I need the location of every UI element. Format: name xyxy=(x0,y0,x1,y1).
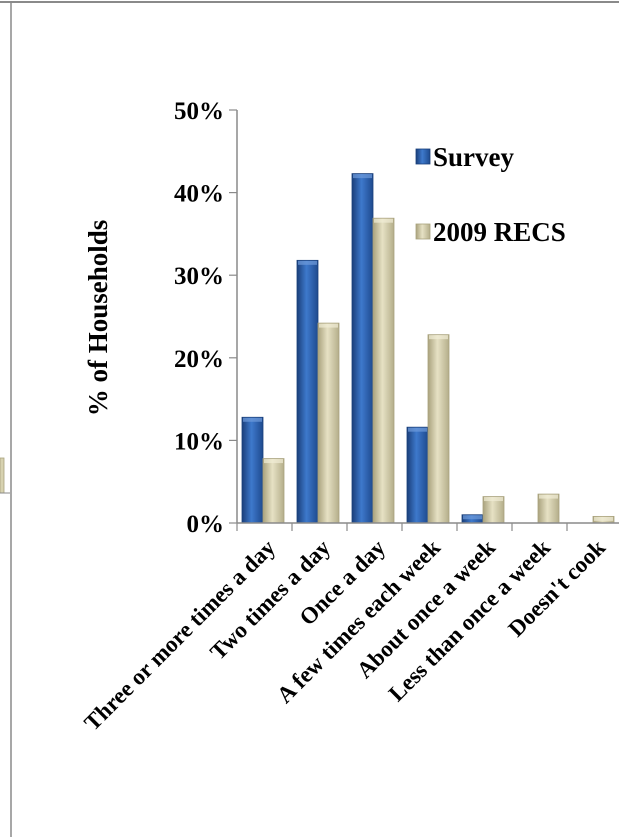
bar-cap-survey-2 xyxy=(353,174,372,179)
bar-cap-recs-4 xyxy=(484,497,503,502)
bar-cap-recs-1 xyxy=(319,323,338,328)
bar-cap-survey-0 xyxy=(243,417,262,422)
bar-survey-1 xyxy=(296,259,319,524)
bar-recs-2 xyxy=(372,217,395,524)
axes-group xyxy=(236,110,619,531)
y-axis-title: % of Households xyxy=(83,220,113,417)
y-tick-label-4: 40% xyxy=(174,181,224,208)
legend-swatch-survey xyxy=(415,148,431,165)
legend-label-survey: Survey xyxy=(433,142,515,172)
bar-cap-recs-0 xyxy=(264,459,283,464)
bar-recs-1 xyxy=(317,322,340,524)
bar-cap-recs-6 xyxy=(594,516,613,521)
bar-cap-survey-1 xyxy=(298,260,317,265)
y-tick-label-0: 0% xyxy=(187,511,225,538)
bar-recs-0 xyxy=(262,458,285,524)
bar-survey-3 xyxy=(406,426,429,524)
y-ticks-group: 0% 10% 20% 30% 40% 50% xyxy=(174,98,237,538)
y-tick-label-3: 30% xyxy=(174,263,224,290)
y-tick-label-1: 10% xyxy=(174,428,224,455)
bar-cap-survey-3 xyxy=(408,427,427,432)
bar-cap-recs-2 xyxy=(374,218,393,223)
legend: Survey 2009 RECS xyxy=(415,142,566,247)
y-tick-label-5: 50% xyxy=(174,98,224,125)
clipped-bar-fragment xyxy=(0,457,5,494)
bar-recs-3 xyxy=(427,334,450,524)
bar-cap-recs-3 xyxy=(429,335,448,340)
bar-cap-survey-4 xyxy=(463,515,482,520)
bar-survey-2 xyxy=(351,173,374,524)
bar-cap-recs-5 xyxy=(539,494,558,499)
bar-survey-0 xyxy=(241,416,264,524)
legend-label-recs: 2009 RECS xyxy=(433,217,566,247)
y-tick-label-2: 20% xyxy=(174,346,224,373)
legend-swatch-recs xyxy=(415,223,431,240)
